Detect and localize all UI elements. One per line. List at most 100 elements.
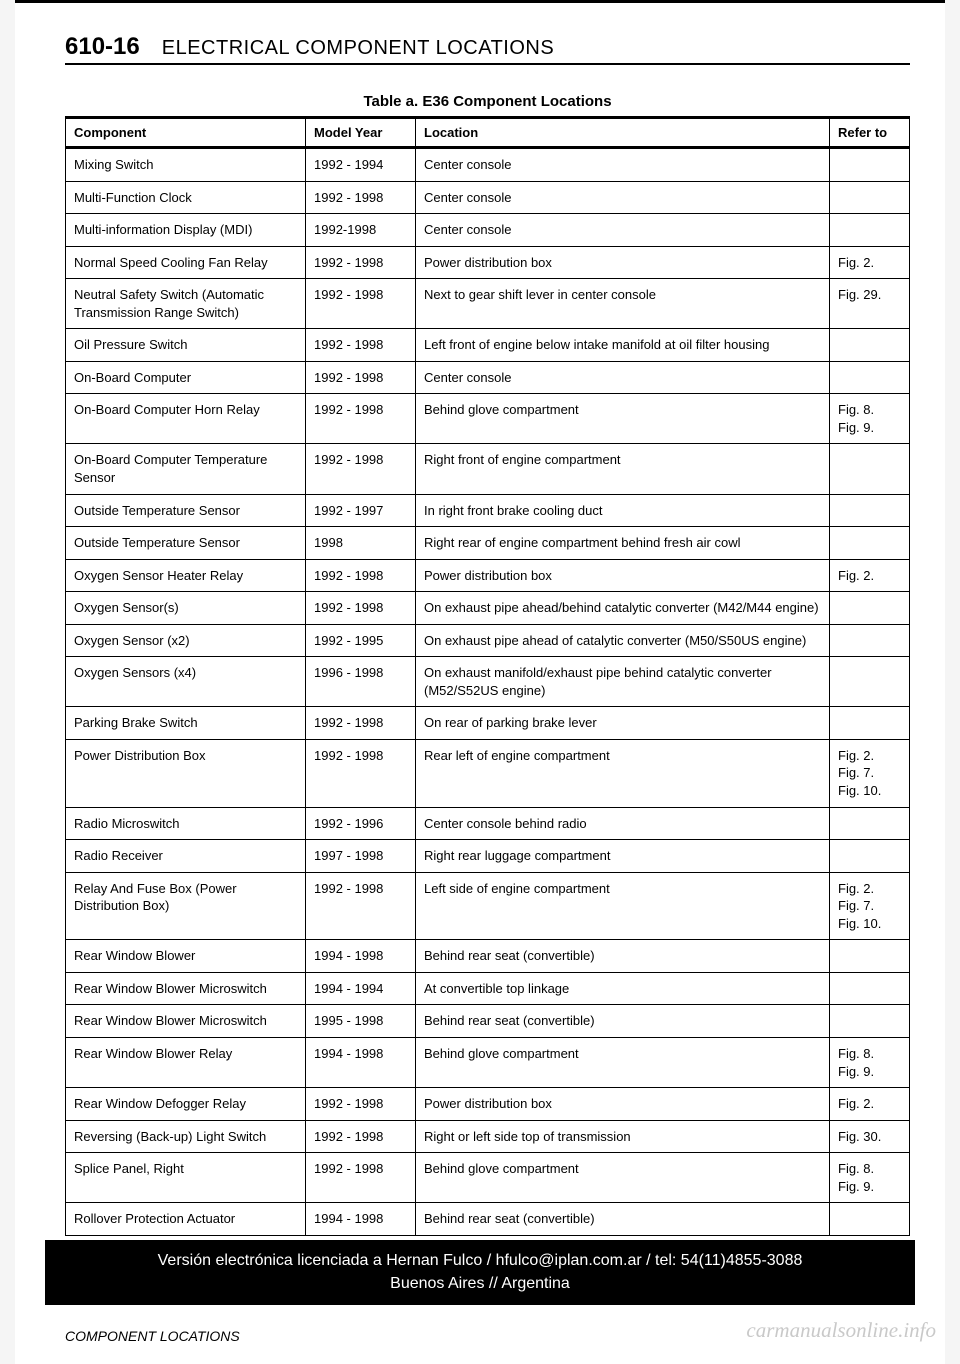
table-row: Radio Microswitch1992 - 1996Center conso… [66,807,910,840]
cell-component: Normal Speed Cooling Fan Relay [66,246,306,279]
cell-component: On-Board Computer [66,361,306,394]
cell-refer [830,444,910,494]
table-row: Parking Brake Switch1992 - 1998On rear o… [66,707,910,740]
cell-refer [830,527,910,560]
cell-component: Parking Brake Switch [66,707,306,740]
table-row: Outside Temperature Sensor1992 - 1997In … [66,494,910,527]
cell-component: Oxygen Sensor (x2) [66,624,306,657]
cell-refer [830,361,910,394]
table-row: Oil Pressure Switch1992 - 1998Left front… [66,329,910,362]
cell-year: 1992 - 1998 [306,246,416,279]
cell-year: 1998 [306,527,416,560]
cell-location: Rear left of engine compartment [416,739,830,807]
cell-component: On-Board Computer Horn Relay [66,394,306,444]
col-header-refer: Refer to [830,118,910,148]
cell-refer [830,214,910,247]
table-row: Mixing Switch1992 - 1994Center console [66,148,910,182]
cell-location: Power distribution box [416,559,830,592]
cell-location: Right front of engine compartment [416,444,830,494]
table-row: On-Board Computer1992 - 1998Center conso… [66,361,910,394]
table-row: Rear Window Blower1994 - 1998Behind rear… [66,940,910,973]
cell-refer [830,972,910,1005]
cell-component: Outside Temperature Sensor [66,494,306,527]
component-locations-table: Component Model Year Location Refer to M… [65,116,910,1236]
cell-year: 1992 - 1998 [306,559,416,592]
table-caption: Table a. E36 Component Locations [65,93,910,110]
cell-location: At convertible top linkage [416,972,830,1005]
cell-location: Behind rear seat (convertible) [416,1005,830,1038]
table-row: Oxygen Sensors (x4)1996 - 1998On exhaust… [66,657,910,707]
cell-location: Right or left side top of transmission [416,1120,830,1153]
cell-refer: Fig. 2. [830,246,910,279]
table-row: Outside Temperature Sensor1998Right rear… [66,527,910,560]
cell-refer [830,807,910,840]
cell-year: 1992 - 1998 [306,394,416,444]
license-line-2: Buenos Aires // Argentina [53,1273,907,1295]
cell-component: Oxygen Sensor Heater Relay [66,559,306,592]
table-row: Relay And Fuse Box (Power Distribution B… [66,872,910,940]
cell-refer: Fig. 30. [830,1120,910,1153]
cell-year: 1992 - 1994 [306,148,416,182]
cell-location: Center console [416,361,830,394]
page-number: 610-16 [65,33,140,61]
cell-year: 1992 - 1998 [306,361,416,394]
cell-component: Reversing (Back-up) Light Switch [66,1120,306,1153]
cell-year: 1996 - 1998 [306,657,416,707]
cell-refer: Fig. 2.Fig. 7.Fig. 10. [830,739,910,807]
cell-component: Radio Microswitch [66,807,306,840]
col-header-component: Component [66,118,306,148]
cell-location: Center console [416,148,830,182]
cell-year: 1992 - 1998 [306,181,416,214]
cell-location: In right front brake cooling duct [416,494,830,527]
table-row: Multi-information Display (MDI)1992-1998… [66,214,910,247]
table-row: Rear Window Blower Microswitch1994 - 199… [66,972,910,1005]
cell-year: 1992 - 1998 [306,329,416,362]
cell-year: 1992 - 1998 [306,592,416,625]
cell-refer: Fig. 8.Fig. 9. [830,1153,910,1203]
cell-component: Multi-information Display (MDI) [66,214,306,247]
table-row: Reversing (Back-up) Light Switch1992 - 1… [66,1120,910,1153]
cell-refer [830,592,910,625]
cell-component: On-Board Computer Temperature Sensor [66,444,306,494]
cell-location: On exhaust pipe ahead/behind catalytic c… [416,592,830,625]
cell-refer: Fig. 2. [830,559,910,592]
col-header-location: Location [416,118,830,148]
table-row: Neutral Safety Switch (Automatic Transmi… [66,279,910,329]
table-row: Power Distribution Box1992 - 1998Rear le… [66,739,910,807]
cell-component: Splice Panel, Right [66,1153,306,1203]
cell-component: Relay And Fuse Box (Power Distribution B… [66,872,306,940]
cell-component: Rear Window Blower Microswitch [66,1005,306,1038]
table-row: Oxygen Sensor Heater Relay1992 - 1998Pow… [66,559,910,592]
cell-refer [830,1005,910,1038]
cell-year: 1992 - 1998 [306,1120,416,1153]
cell-component: Radio Receiver [66,840,306,873]
table-header-row: Component Model Year Location Refer to [66,118,910,148]
cell-year: 1995 - 1998 [306,1005,416,1038]
cell-year: 1994 - 1998 [306,940,416,973]
table-row: Rear Window Defogger Relay1992 - 1998Pow… [66,1088,910,1121]
cell-refer: Fig. 2.Fig. 7.Fig. 10. [830,872,910,940]
page-title: ELECTRICAL COMPONENT LOCATIONS [162,37,554,60]
cell-year: 1992 - 1995 [306,624,416,657]
cell-refer [830,329,910,362]
table-row: Rollover Protection Actuator1994 - 1998B… [66,1203,910,1236]
license-line-1: Versión electrónica licenciada a Hernan … [53,1250,907,1272]
cell-year: 1994 - 1998 [306,1203,416,1236]
cell-year: 1992 - 1997 [306,494,416,527]
cell-location: Left front of engine below intake manifo… [416,329,830,362]
cell-refer: Fig. 2. [830,1088,910,1121]
cell-year: 1992 - 1998 [306,872,416,940]
cell-refer [830,940,910,973]
cell-component: Oil Pressure Switch [66,329,306,362]
table-row: Normal Speed Cooling Fan Relay1992 - 199… [66,246,910,279]
cell-year: 1992 - 1998 [306,739,416,807]
cell-refer [830,494,910,527]
page-header: 610-16 ELECTRICAL COMPONENT LOCATIONS [65,33,910,65]
table-row: Radio Receiver1997 - 1998Right rear lugg… [66,840,910,873]
table-row: On-Board Computer Horn Relay1992 - 1998B… [66,394,910,444]
cell-location: Power distribution box [416,246,830,279]
cell-year: 1994 - 1994 [306,972,416,1005]
cell-component: Rear Window Defogger Relay [66,1088,306,1121]
cell-year: 1992 - 1998 [306,1153,416,1203]
document-page: 610-16 ELECTRICAL COMPONENT LOCATIONS Ta… [15,0,945,1364]
